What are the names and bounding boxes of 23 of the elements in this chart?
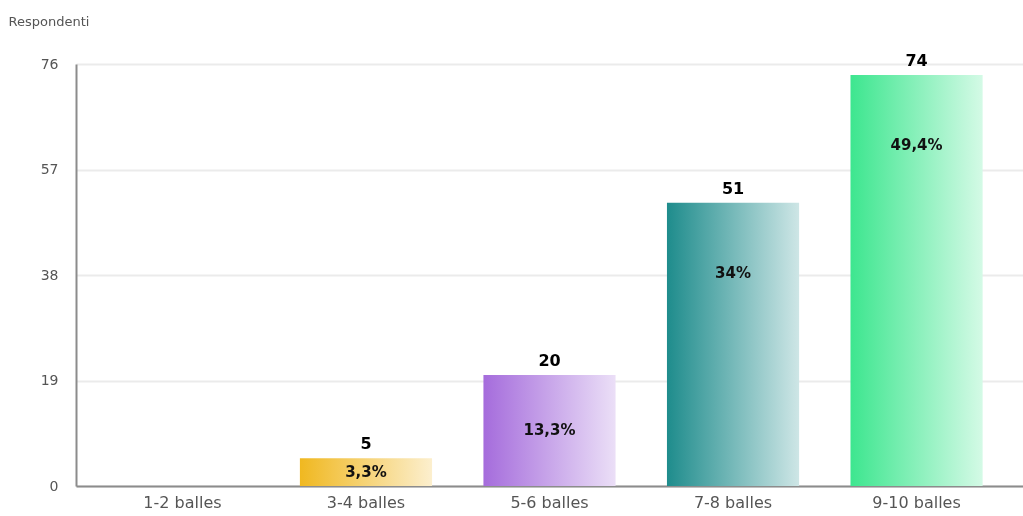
y-tick-label: 19 — [40, 372, 59, 388]
bar — [483, 374, 616, 486]
bar — [666, 202, 800, 486]
bar — [299, 458, 433, 486]
x-tick-label: 3-4 balles — [326, 492, 406, 512]
x-tick-label: 7-8 balles — [693, 492, 773, 512]
data-label: 74 — [905, 51, 928, 71]
annotation: 34% — [715, 263, 751, 282]
y-tick-label: 57 — [40, 161, 59, 177]
data-label: 5 — [360, 434, 372, 454]
y-axis-title: Respondenti — [8, 13, 90, 29]
data-label: 20 — [538, 350, 561, 370]
x-tick-label: 9-10 balles — [872, 492, 961, 512]
x-tick-label: 1-2 balles — [143, 492, 222, 512]
annotation: 3,3% — [345, 463, 387, 482]
y-tick-label: 76 — [40, 55, 59, 72]
annotation: 49,4% — [890, 136, 943, 155]
y-tick-label: 38 — [40, 266, 59, 283]
x-tick-label: 5-6 balles — [510, 492, 589, 512]
data-label: 51 — [721, 178, 745, 198]
bar — [850, 75, 983, 486]
y-tick-label: 0 — [49, 477, 59, 494]
annotation: 13,3% — [523, 421, 576, 440]
